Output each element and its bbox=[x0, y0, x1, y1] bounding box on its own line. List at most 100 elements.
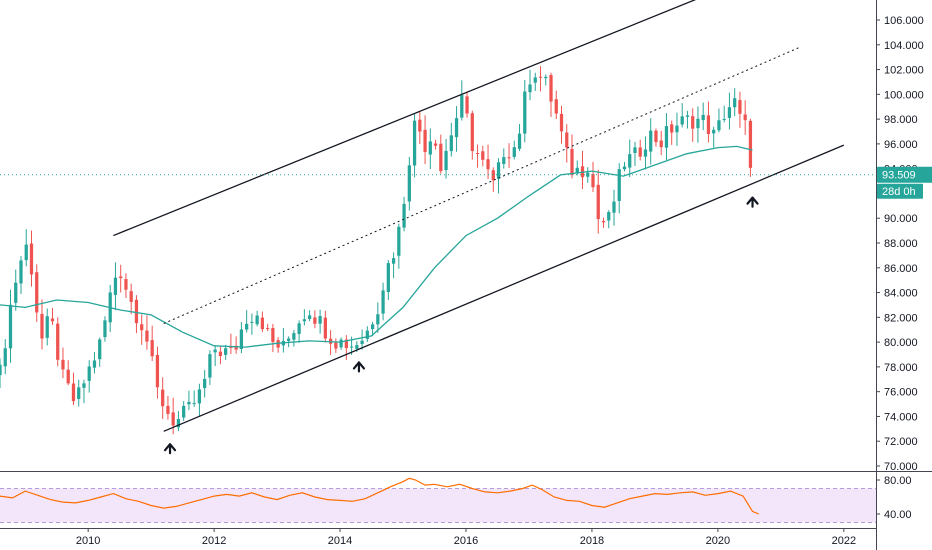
candle-body bbox=[502, 157, 506, 164]
candle-body bbox=[197, 389, 202, 404]
candle-body bbox=[286, 338, 291, 341]
candle-body bbox=[360, 340, 364, 345]
candle-body bbox=[145, 330, 149, 342]
price-axis[interactable]: 106.000 104.000 102.000 100.000 98.000 96.000… bbox=[876, 0, 924, 550]
candle-body bbox=[92, 360, 97, 368]
candle-body bbox=[475, 153, 480, 155]
candle-body bbox=[722, 118, 726, 120]
candle-body bbox=[61, 359, 65, 370]
candle-body bbox=[418, 119, 422, 132]
candle-body bbox=[134, 299, 139, 324]
candle-body bbox=[565, 132, 569, 148]
candle-body bbox=[664, 126, 669, 148]
candle-body bbox=[591, 174, 595, 188]
candle-body bbox=[607, 212, 611, 221]
candle-body bbox=[465, 96, 469, 114]
candle-body bbox=[239, 329, 244, 350]
candle-body bbox=[386, 263, 390, 293]
candle-body bbox=[166, 405, 170, 414]
candle-body bbox=[586, 172, 590, 177]
candle-body bbox=[523, 91, 527, 134]
y-tick-label: 74.000 bbox=[884, 411, 918, 423]
moving-average-line bbox=[0, 145, 753, 348]
candle-body bbox=[0, 364, 2, 376]
candle-body bbox=[140, 324, 144, 331]
candle-body bbox=[323, 317, 327, 339]
y-tick-label: 106.000 bbox=[884, 15, 924, 27]
candle-body bbox=[129, 291, 133, 302]
y-tick-label: 86.000 bbox=[884, 263, 918, 275]
candle-body bbox=[376, 314, 380, 325]
candle-body bbox=[554, 99, 558, 114]
candle-body bbox=[570, 148, 574, 176]
trendline-channel-upper bbox=[113, 0, 697, 237]
candle-body bbox=[559, 113, 564, 132]
candle-body bbox=[35, 272, 39, 313]
price-badges: 93.509 28d 0h bbox=[877, 166, 932, 199]
price-badge-label: 93.509 bbox=[882, 170, 916, 182]
x-tick-label: 2016 bbox=[454, 535, 478, 547]
candle-body bbox=[119, 276, 123, 279]
y-tick-label: 104.000 bbox=[884, 40, 924, 52]
y-tick-label: 102.000 bbox=[884, 65, 924, 77]
candle-body bbox=[575, 167, 579, 174]
candle-body bbox=[423, 129, 427, 153]
trendline-channel-mid bbox=[163, 46, 800, 324]
candle-body bbox=[24, 244, 28, 261]
candle-body bbox=[40, 313, 44, 339]
candle-body bbox=[528, 84, 532, 93]
candle-body bbox=[71, 383, 76, 402]
candle-body bbox=[45, 316, 49, 338]
candle-body bbox=[203, 378, 207, 389]
y-tick-label: 82.000 bbox=[884, 312, 918, 324]
x-tick-label: 2018 bbox=[580, 535, 604, 547]
candle-body bbox=[349, 346, 354, 348]
candle-body bbox=[98, 339, 102, 360]
candle-body bbox=[77, 387, 81, 400]
candle-body bbox=[659, 140, 663, 148]
rsi-tick-label: 80.00 bbox=[884, 475, 912, 487]
candle-body bbox=[355, 345, 359, 349]
candle-body bbox=[255, 315, 259, 325]
candle-body bbox=[234, 345, 238, 350]
candle-body bbox=[260, 317, 265, 330]
countdown-badge bbox=[877, 183, 923, 199]
candle-body bbox=[512, 147, 516, 157]
candle-body bbox=[344, 339, 348, 349]
main-plot[interactable] bbox=[0, 0, 932, 472]
candle-body bbox=[601, 220, 606, 223]
rsi-panel[interactable]: 80.00 40.00 bbox=[0, 475, 912, 523]
candle-body bbox=[439, 143, 443, 172]
candle-body bbox=[596, 184, 600, 220]
candle-body bbox=[727, 107, 732, 118]
y-tick-label: 72.000 bbox=[884, 436, 918, 448]
candle-body bbox=[397, 226, 401, 256]
x-tick-label: 2010 bbox=[76, 535, 100, 547]
candle-body bbox=[685, 115, 690, 117]
candle-body bbox=[407, 165, 411, 202]
candle-body bbox=[622, 166, 627, 170]
candle-body bbox=[313, 317, 317, 324]
candle-body bbox=[208, 354, 212, 378]
candle-body bbox=[617, 169, 621, 201]
rsi-line bbox=[0, 477, 760, 515]
y-tick-label: 88.000 bbox=[884, 238, 918, 250]
trendline-channel-lower bbox=[163, 144, 845, 432]
candle-body bbox=[743, 114, 747, 121]
y-tick-label: 96.000 bbox=[884, 139, 918, 151]
candle-body bbox=[507, 157, 511, 159]
candle-body bbox=[533, 77, 537, 83]
rsi-band bbox=[0, 488, 876, 523]
candle-body bbox=[8, 304, 13, 349]
candle-body bbox=[454, 118, 459, 138]
x-tick-label: 2020 bbox=[706, 535, 730, 547]
time-axis[interactable]: 2010 2012 2014 2016 2018 2020 2022 bbox=[0, 528, 876, 547]
candle-body bbox=[307, 315, 312, 319]
candle-body bbox=[717, 120, 721, 131]
candle-body bbox=[496, 162, 501, 179]
candle-body bbox=[638, 147, 642, 157]
candle-body bbox=[334, 342, 338, 349]
candle-body bbox=[370, 324, 375, 330]
